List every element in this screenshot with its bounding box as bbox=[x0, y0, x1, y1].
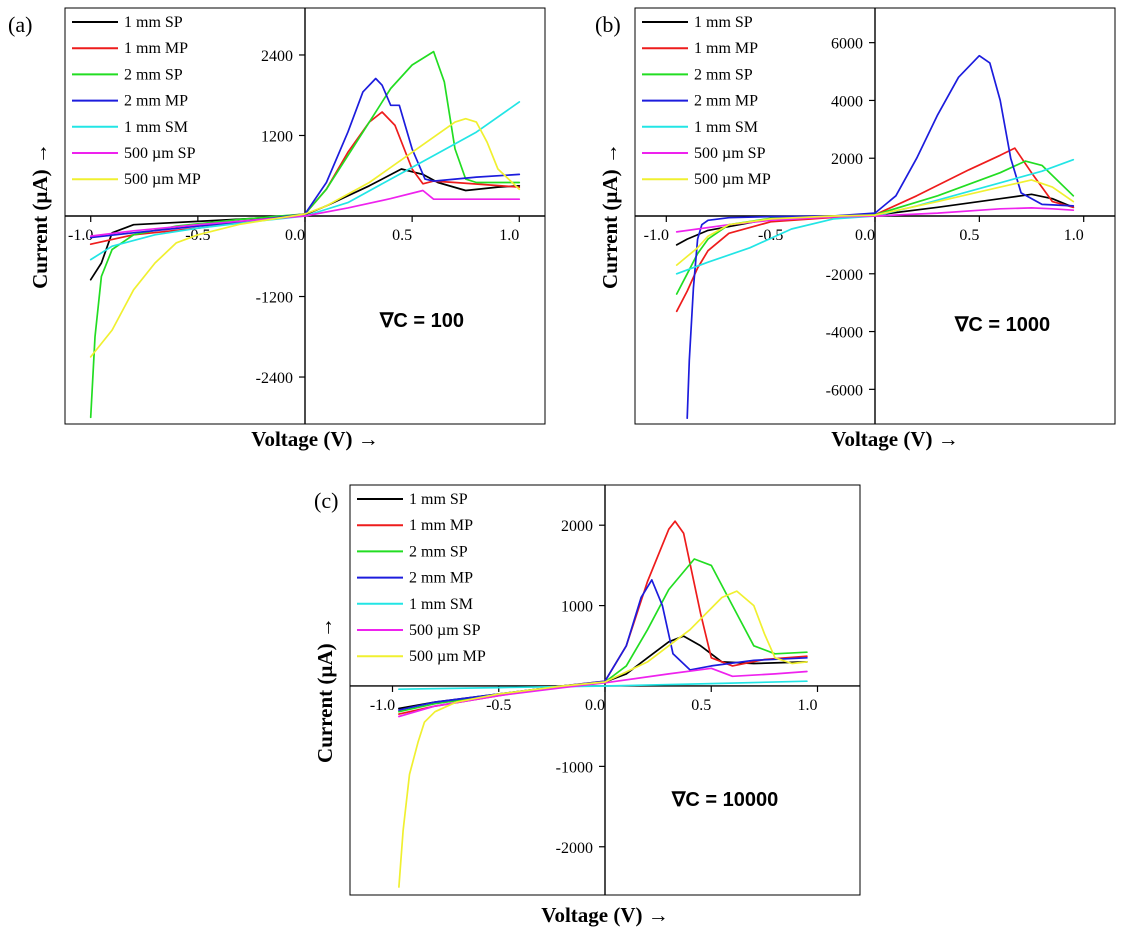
x-tick-label: -1.0 bbox=[68, 227, 93, 244]
legend-label: 500 µm SP bbox=[124, 145, 196, 162]
legend-label: 500 µm MP bbox=[124, 171, 201, 188]
series-line-3 bbox=[89, 50, 521, 419]
legend-label: 500 µm SP bbox=[409, 622, 481, 639]
legend-label: 2 mm SP bbox=[694, 66, 753, 83]
y-tick-label: 1000 bbox=[561, 599, 593, 616]
series-group bbox=[398, 520, 808, 888]
legend-label: 500 µm MP bbox=[694, 171, 771, 188]
series-group bbox=[675, 54, 1075, 420]
y-axis-label: Current (µA) → bbox=[313, 617, 337, 763]
chart-panel-2: -1.0 -0.5 0.0 0.5 1.0 -6000 -4000 -2000 2000 4000… bbox=[595, 7, 1116, 451]
y-tick-label: 6000 bbox=[831, 36, 863, 53]
y-tick-label: -4000 bbox=[826, 325, 863, 342]
legend-label: 500 µm MP bbox=[409, 648, 486, 665]
series-line-4 bbox=[686, 54, 1075, 420]
legend-label: 2 mm MP bbox=[694, 93, 758, 110]
x-tick-label: 1.0 bbox=[1064, 227, 1084, 244]
panel-label: (b) bbox=[595, 12, 621, 37]
y-tick-label: 2000 bbox=[831, 151, 863, 168]
legend-label: 1 mm SP bbox=[694, 14, 753, 31]
legend-label: 500 µm SP bbox=[694, 145, 766, 162]
y-tick-label: -2000 bbox=[826, 267, 863, 284]
legend-label: 1 mm SM bbox=[694, 119, 758, 136]
legend-label: 2 mm SP bbox=[124, 66, 183, 83]
legend-label: 1 mm SM bbox=[409, 596, 473, 613]
x-tick-label: 0.5 bbox=[392, 227, 412, 244]
legend-label: 2 mm SP bbox=[409, 543, 468, 560]
legend-label: 1 mm MP bbox=[694, 40, 758, 57]
legend: 1 mm SP 1 mm MP 2 mm SP 2 mm MP 1 mm SM 500 µ… bbox=[72, 14, 201, 188]
annotation: ∇C = 100 bbox=[379, 310, 464, 332]
y-tick-label: -1000 bbox=[556, 759, 593, 776]
x-tick-label: -0.5 bbox=[486, 697, 511, 714]
legend: 1 mm SP 1 mm MP 2 mm SP 2 mm MP 1 mm SM 500 µ… bbox=[357, 491, 486, 665]
series-line-6 bbox=[89, 189, 521, 237]
x-tick-label: -1.0 bbox=[644, 227, 669, 244]
panel-label: (c) bbox=[314, 488, 338, 513]
y-tick-label: 2400 bbox=[261, 48, 293, 65]
legend-label: 1 mm MP bbox=[409, 517, 473, 534]
x-tick-label: -0.5 bbox=[758, 227, 783, 244]
series-line-7 bbox=[398, 590, 808, 888]
chart-panel-3: -1.0 -0.5 0.0 0.5 1.0 -2000 -1000 1000 2000 1 mm … bbox=[313, 484, 861, 927]
y-tick-label: -1200 bbox=[256, 290, 293, 307]
y-tick-label: -2000 bbox=[556, 840, 593, 857]
y-tick-label: 2000 bbox=[561, 518, 593, 535]
x-tick-label: 0.5 bbox=[691, 697, 711, 714]
panel-label: (a) bbox=[8, 12, 32, 37]
legend-label: 1 mm MP bbox=[124, 40, 188, 57]
legend-label: 2 mm MP bbox=[124, 93, 188, 110]
x-tick-label: 1.0 bbox=[798, 697, 818, 714]
x-tick-label: 0.0 bbox=[285, 227, 305, 244]
y-tick-label: 1200 bbox=[261, 128, 293, 145]
y-axis-label: Current (µA) → bbox=[28, 143, 52, 289]
legend-label: 1 mm SP bbox=[409, 491, 468, 508]
y-tick-label: -2400 bbox=[256, 370, 293, 387]
y-tick-label: 4000 bbox=[831, 93, 863, 110]
x-tick-label: 0.5 bbox=[959, 227, 979, 244]
series-line-5 bbox=[398, 680, 808, 691]
x-tick-label: 0.0 bbox=[585, 697, 605, 714]
legend: 1 mm SP 1 mm MP 2 mm SP 2 mm MP 1 mm SM 500 µ… bbox=[642, 14, 771, 188]
series-line-7 bbox=[89, 117, 521, 358]
y-tick-label: -6000 bbox=[826, 382, 863, 399]
legend-label: 1 mm SP bbox=[124, 14, 183, 31]
annotation: ∇C = 1000 bbox=[954, 314, 1050, 336]
x-tick-label: 0.0 bbox=[855, 227, 875, 244]
annotation: ∇C = 10000 bbox=[671, 789, 778, 811]
legend-label: 2 mm MP bbox=[409, 570, 473, 587]
series-group bbox=[89, 50, 521, 419]
y-axis-label: Current (µA) → bbox=[598, 143, 622, 289]
x-tick-label: 1.0 bbox=[499, 227, 519, 244]
series-line-7 bbox=[675, 179, 1075, 266]
legend-label: 1 mm SM bbox=[124, 119, 188, 136]
x-axis-label: Voltage (V) → bbox=[541, 903, 669, 927]
x-axis-label: Voltage (V) → bbox=[251, 427, 379, 451]
x-tick-label: -1.0 bbox=[370, 697, 395, 714]
x-axis-label: Voltage (V) → bbox=[831, 427, 959, 451]
